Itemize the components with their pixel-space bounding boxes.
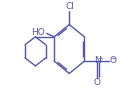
Text: HO: HO [32, 28, 45, 37]
Text: N: N [94, 56, 101, 65]
Text: Cl: Cl [66, 2, 75, 11]
Text: −: − [110, 56, 116, 62]
Text: O: O [94, 78, 101, 87]
Text: O: O [109, 56, 116, 65]
Text: +: + [97, 56, 103, 62]
